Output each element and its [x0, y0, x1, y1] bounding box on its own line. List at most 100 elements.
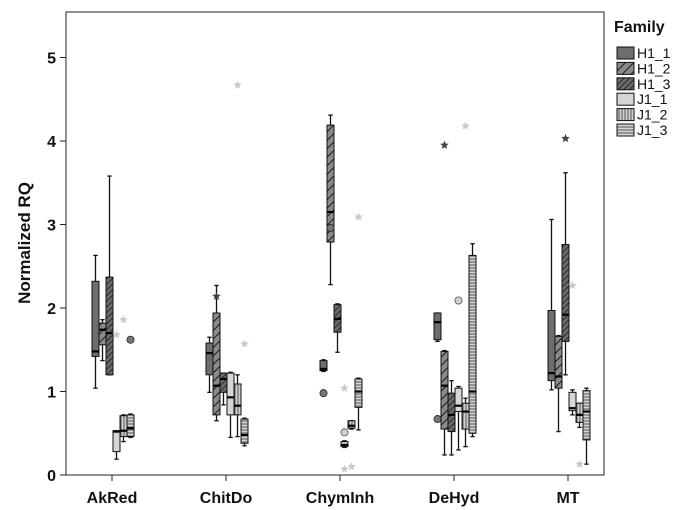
legend-swatch — [616, 61, 635, 75]
box-iqr — [447, 392, 456, 433]
outlier-star — [212, 291, 221, 300]
outlier-star — [575, 459, 584, 468]
outlier-star — [354, 212, 363, 221]
outlier-circle — [126, 335, 135, 344]
outlier-star — [561, 134, 570, 143]
x-tick-label: AkRed — [87, 490, 138, 507]
outlier-star — [568, 280, 577, 290]
outlier-star — [233, 80, 242, 89]
box-iqr — [561, 244, 570, 342]
box-iqr — [205, 342, 214, 376]
box-J1_2-ChitDo — [233, 80, 242, 438]
box-J1_1-AkRed — [112, 330, 121, 460]
box-iqr — [433, 312, 442, 341]
box-iqr — [554, 335, 563, 389]
box-iqr — [354, 378, 363, 408]
outlier-star — [340, 464, 349, 473]
x-tick-label: ChitDo — [200, 490, 253, 507]
legend-item: H1_1 — [616, 45, 671, 61]
y-tick-label: 3 — [47, 218, 56, 235]
outlier-circle — [319, 389, 328, 398]
y-tick-label: 5 — [47, 51, 56, 68]
box-iqr — [105, 276, 114, 376]
box-H1_3-MT — [561, 134, 570, 376]
box-J1_2-DeHyd — [461, 121, 470, 448]
box-iqr — [112, 430, 121, 453]
box-J1_3-ChitDo — [240, 339, 249, 447]
y-tick-label: 0 — [47, 468, 56, 485]
outlier-circle — [454, 296, 463, 305]
legend-item: H1_2 — [616, 60, 671, 76]
y-tick-label: 2 — [47, 301, 56, 318]
box-J1_3-ChymInh — [354, 212, 363, 431]
box-iqr — [468, 254, 477, 434]
box-J1_1-DeHyd — [454, 296, 463, 451]
outlier-circle — [433, 415, 442, 424]
box-H1_3-ChymInh — [333, 303, 342, 353]
box-J1_1-ChymInh — [340, 383, 349, 473]
box-H1_2-ChitDo — [212, 284, 221, 422]
box-iqr — [240, 418, 249, 444]
box-H1_3-ChitDo — [219, 372, 228, 406]
y-tick-label: 4 — [47, 134, 56, 151]
box-iqr — [326, 124, 335, 243]
legend-label: J1_2 — [637, 107, 668, 123]
box-iqr — [226, 372, 235, 416]
outlier-star — [119, 315, 128, 324]
box-H1_3-DeHyd — [447, 379, 456, 456]
legend-label: H1_1 — [637, 45, 671, 61]
outlier-star — [347, 462, 356, 471]
box-J1_3-MT — [582, 387, 591, 465]
x-tick-label: DeHyd — [429, 490, 480, 507]
outlier-star — [440, 140, 449, 149]
box-J1_3-AkRed — [126, 335, 135, 439]
legend-swatch — [616, 108, 635, 122]
outlier-circle — [326, 223, 335, 232]
box-J1_2-ChymInh — [347, 420, 356, 471]
y-axis-label: Normalized RQ — [15, 182, 34, 304]
legend-title: Family — [614, 19, 665, 36]
legend-item: H1_3 — [616, 76, 671, 92]
box-H1_3-AkRed — [105, 175, 114, 376]
legend-swatch — [616, 77, 635, 91]
legend-swatch — [616, 46, 635, 60]
legend-label: H1_2 — [637, 60, 671, 76]
box-H1_1-ChitDo — [205, 336, 214, 393]
box-H1_1-AkRed — [91, 254, 100, 389]
y-tick-label: 1 — [47, 385, 56, 402]
legend-label: J1_1 — [637, 91, 668, 107]
box-iqr — [547, 310, 556, 382]
legend-item: J1_3 — [616, 122, 668, 138]
x-tick-label: MT — [556, 490, 579, 507]
box-groups — [91, 80, 591, 473]
box-iqr — [454, 387, 463, 413]
box-iqr — [319, 360, 328, 372]
outlier-circle — [340, 428, 349, 437]
box-iqr — [575, 402, 584, 423]
box-iqr — [461, 402, 470, 430]
outlier-star — [461, 121, 470, 130]
y-axis: 0 1 2 3 4 5 — [47, 51, 66, 485]
legend-swatch — [616, 92, 635, 106]
legend-label: H1_3 — [637, 76, 671, 92]
box-iqr — [440, 350, 449, 430]
plot-area — [65, 11, 605, 476]
box-iqr — [91, 280, 100, 357]
legend-swatch — [616, 123, 635, 137]
box-iqr — [119, 415, 128, 438]
box-J1_3-DeHyd — [468, 243, 477, 438]
box-iqr — [347, 420, 356, 429]
box-H1_2-DeHyd — [440, 140, 449, 456]
box-H1_1-DeHyd — [433, 312, 442, 424]
x-tick-label: ChymInh — [306, 490, 374, 507]
outlier-star — [240, 339, 249, 348]
box-iqr — [233, 383, 242, 416]
box-J1_2-AkRed — [119, 315, 128, 443]
box-iqr — [126, 414, 135, 438]
legend: Family H1_1H1_2H1_3J1_1J1_2J1_3 — [614, 19, 671, 138]
legend-item: J1_1 — [616, 91, 668, 107]
outlier-star — [112, 330, 121, 339]
box-iqr — [219, 372, 228, 393]
box-iqr — [98, 322, 107, 346]
